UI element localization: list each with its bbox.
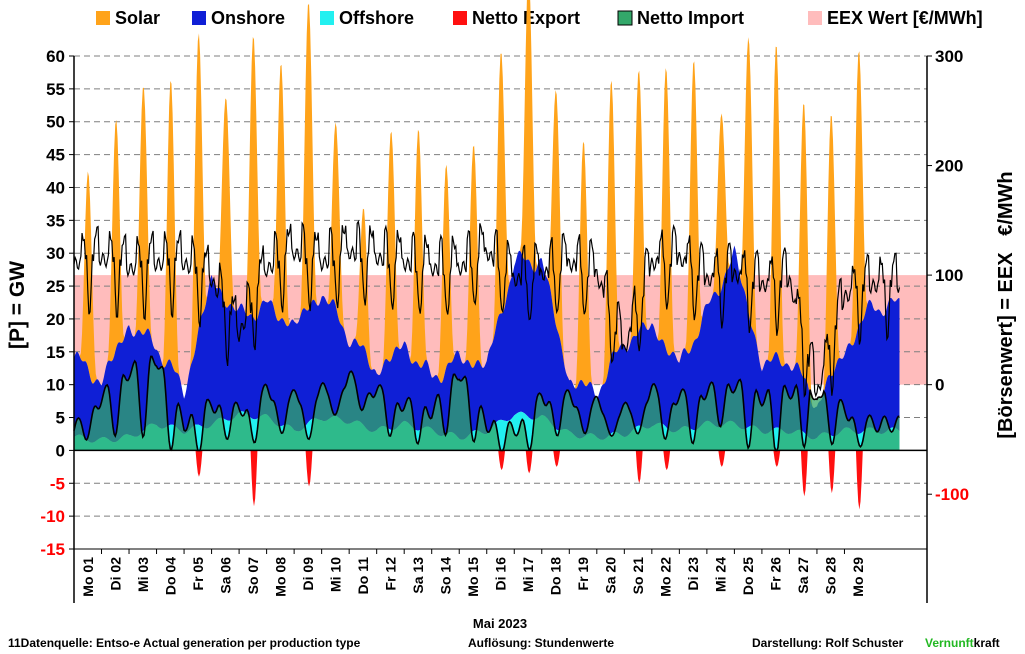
x-tick-label: Mo 15 <box>465 557 481 597</box>
legend-label: Onshore <box>211 8 285 28</box>
y-tick-label: 45 <box>46 146 65 165</box>
x-tick-label: Do 04 <box>162 557 178 595</box>
y2-tick-label: 200 <box>935 157 963 176</box>
footer-resolution: Auflösung: Stundenwerte <box>468 636 614 650</box>
y-tick-label: 30 <box>46 244 65 263</box>
y-axis-title: [P] = GW <box>6 261 29 349</box>
y-tick-label: 5 <box>56 409 65 428</box>
plot-areas <box>73 0 927 510</box>
y-tick-label: 40 <box>46 178 65 197</box>
footer-author: Darstellung: Rolf Schuster <box>752 636 904 650</box>
y2-tick-label: -100 <box>935 485 969 504</box>
import-line <box>73 355 900 452</box>
x-tick-label: Di 09 <box>300 557 316 591</box>
x-tick-label: Mo 29 <box>850 557 866 597</box>
legend-swatch <box>96 11 110 25</box>
eex-line <box>73 219 901 398</box>
legend-swatch <box>617 10 633 26</box>
x-tick-label: Fr 12 <box>382 557 398 591</box>
x-tick-label: Mi 10 <box>327 557 343 592</box>
brand-green: Vernunft <box>925 636 974 650</box>
x-tick-label: Di 02 <box>107 557 123 591</box>
legend-label: Solar <box>115 8 160 28</box>
y2-tick-label: 100 <box>935 266 963 285</box>
y2-tick-label: 0 <box>935 376 944 395</box>
footer-source: 11Datenquelle: Entso-e Actual generation… <box>8 636 361 650</box>
y-tick-label: 25 <box>46 277 65 296</box>
axes: -15 -10 -5 0 5 10 15 20 25 30 35 40 45 50 55 60 300 200 10… <box>40 47 969 603</box>
y-tick-label: 15 <box>46 343 65 362</box>
y-tick-label: 60 <box>46 47 65 66</box>
x-tick-label: Fr 05 <box>190 557 206 591</box>
y-tick-label: 10 <box>46 376 65 395</box>
x-tick-label: Mo 08 <box>272 557 288 597</box>
y-tick-label: 0 <box>56 441 65 460</box>
x-tick-label: Mi 24 <box>713 557 729 592</box>
onshore-area <box>74 245 900 443</box>
footer-brand: Vernunftkraft <box>925 636 1000 650</box>
x-tick-label: Mi 03 <box>135 557 151 592</box>
x-axis-title: Mai 2023 <box>473 616 527 631</box>
x-tick-label: Di 23 <box>685 557 701 591</box>
x-tick-label: Do 11 <box>355 557 371 595</box>
x-tick-label: So 28 <box>823 557 839 595</box>
y-tick-label: -10 <box>40 507 65 526</box>
legend-swatch <box>808 11 822 25</box>
x-tick-label: Fr 26 <box>768 557 784 591</box>
x-tick-label: Mo 22 <box>658 557 674 597</box>
legend: Solar Onshore Offshore Netto Export Netto Im… <box>96 8 983 28</box>
y-tick-label: 20 <box>46 310 65 329</box>
x-tick-label: So 14 <box>438 557 454 595</box>
x-tick-label: Do 18 <box>548 557 564 595</box>
y2-axis-title: [Börsenwert] = EEX €/MWh <box>995 171 1017 438</box>
brand-black: kraft <box>973 636 1000 650</box>
x-tick-label: Do 25 <box>740 557 756 595</box>
x-tick-label: Sa 20 <box>603 557 619 594</box>
legend-label: EEX Wert [€/MWh] <box>827 8 983 28</box>
x-tick-label: Sa 13 <box>410 557 426 594</box>
export-area <box>74 450 900 510</box>
x-tick-label: So 21 <box>630 557 646 595</box>
x-tick-label: Di 16 <box>493 557 509 591</box>
legend-label: Netto Export <box>472 8 580 28</box>
y-tick-label: -15 <box>40 540 65 559</box>
x-tick-label: Fr 19 <box>575 557 591 591</box>
y-tick-label: 35 <box>46 211 65 230</box>
x-tick-label: Mi 17 <box>520 557 536 592</box>
legend-swatch <box>453 11 467 25</box>
legend-label: Netto Import <box>637 8 744 28</box>
x-tick-label: Sa 06 <box>217 557 233 594</box>
legend-swatch <box>192 11 206 25</box>
x-tick-label: Mo 01 <box>80 557 96 597</box>
legend-swatch <box>320 11 334 25</box>
legend-label: Offshore <box>339 8 414 28</box>
y-tick-label: -5 <box>50 474 65 493</box>
y-tick-label: 50 <box>46 113 65 132</box>
y2-tick-label: 300 <box>935 47 963 66</box>
x-tick-label: So 07 <box>245 557 261 595</box>
x-tick-label: Sa 27 <box>795 557 811 594</box>
y-tick-label: 55 <box>46 80 65 99</box>
